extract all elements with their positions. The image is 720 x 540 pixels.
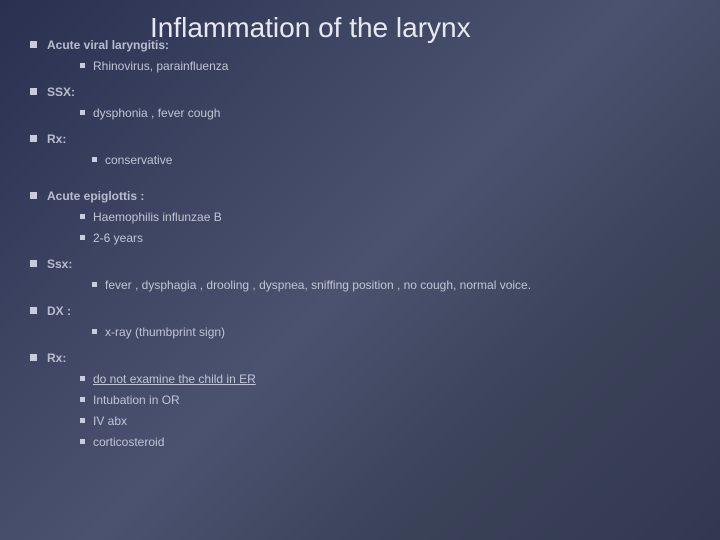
bullet-icon (80, 63, 85, 68)
list-item: Intubation in OR (80, 391, 700, 409)
bullet-icon (30, 135, 37, 142)
item-text: Haemophilis influnzae B (93, 210, 222, 224)
item-text: dysphonia , fever cough (93, 106, 220, 120)
list-item: Haemophilis influnzae B (80, 208, 700, 226)
list-item: fever , dysphagia , drooling , dyspnea, … (92, 276, 700, 294)
list-item: Rx: (30, 130, 700, 148)
list-item: conservative (92, 151, 700, 169)
list-item: Acute viral laryngitis: (30, 36, 700, 54)
bullet-icon (80, 439, 85, 444)
list-item: Rx: (30, 349, 700, 367)
item-text: do not examine the child in ER (93, 372, 256, 386)
list-item: x-ray (thumbprint sign) (92, 323, 700, 341)
list-item: SSX: (30, 83, 700, 101)
bullet-icon (30, 354, 37, 361)
list-item: do not examine the child in ER (80, 370, 700, 388)
item-text: Intubation in OR (93, 393, 180, 407)
item-text: Rhinovirus, parainfluenza (93, 59, 228, 73)
list-item: DX : (30, 302, 700, 320)
bullet-icon (80, 376, 85, 381)
section-heading: Acute viral laryngitis: (47, 38, 169, 52)
bullet-icon (92, 329, 97, 334)
slide-content: Acute viral laryngitis: Rhinovirus, para… (30, 28, 700, 451)
bullet-icon (92, 157, 97, 162)
item-text: IV abx (93, 414, 127, 428)
list-item: IV abx (80, 412, 700, 430)
bullet-icon (80, 214, 85, 219)
bullet-icon (92, 282, 97, 287)
item-text: corticosteroid (93, 435, 164, 449)
bullet-icon (80, 418, 85, 423)
bullet-icon (80, 397, 85, 402)
list-item: Acute epiglottis : (30, 187, 700, 205)
item-text: conservative (105, 153, 172, 167)
section-heading: Rx: (47, 132, 66, 146)
bullet-icon (80, 110, 85, 115)
list-item: corticosteroid (80, 433, 700, 451)
section-heading: Acute epiglottis : (47, 189, 144, 203)
list-item: Ssx: (30, 255, 700, 273)
item-text: fever , dysphagia , drooling , dyspnea, … (105, 278, 531, 292)
bullet-icon (30, 192, 37, 199)
bullet-icon (30, 41, 37, 48)
section-heading: SSX: (47, 85, 75, 99)
bullet-icon (30, 88, 37, 95)
section-heading: DX : (47, 304, 71, 318)
list-item: dysphonia , fever cough (80, 104, 700, 122)
item-text: x-ray (thumbprint sign) (105, 325, 225, 339)
list-item: Rhinovirus, parainfluenza (80, 57, 700, 75)
section-heading: Ssx: (47, 257, 72, 271)
bullet-icon (80, 235, 85, 240)
item-text: 2-6 years (93, 231, 143, 245)
section-heading: Rx: (47, 351, 66, 365)
list-item: 2-6 years (80, 229, 700, 247)
bullet-icon (30, 260, 37, 267)
bullet-icon (30, 307, 37, 314)
